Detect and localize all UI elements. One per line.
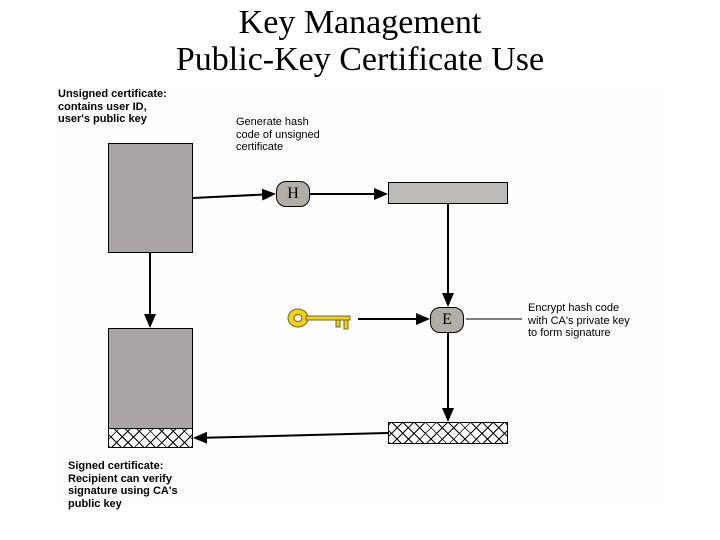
title-line-1: Key Management bbox=[239, 4, 482, 41]
page-title: Key Management Public-Key Certificate Us… bbox=[0, 4, 720, 79]
arrows-layer bbox=[58, 88, 662, 508]
slide: Key Management Public-Key Certificate Us… bbox=[0, 0, 720, 540]
diagram: Unsigned certificate: contains user ID, … bbox=[58, 88, 662, 508]
title-line-2: Public-Key Certificate Use bbox=[176, 41, 544, 78]
